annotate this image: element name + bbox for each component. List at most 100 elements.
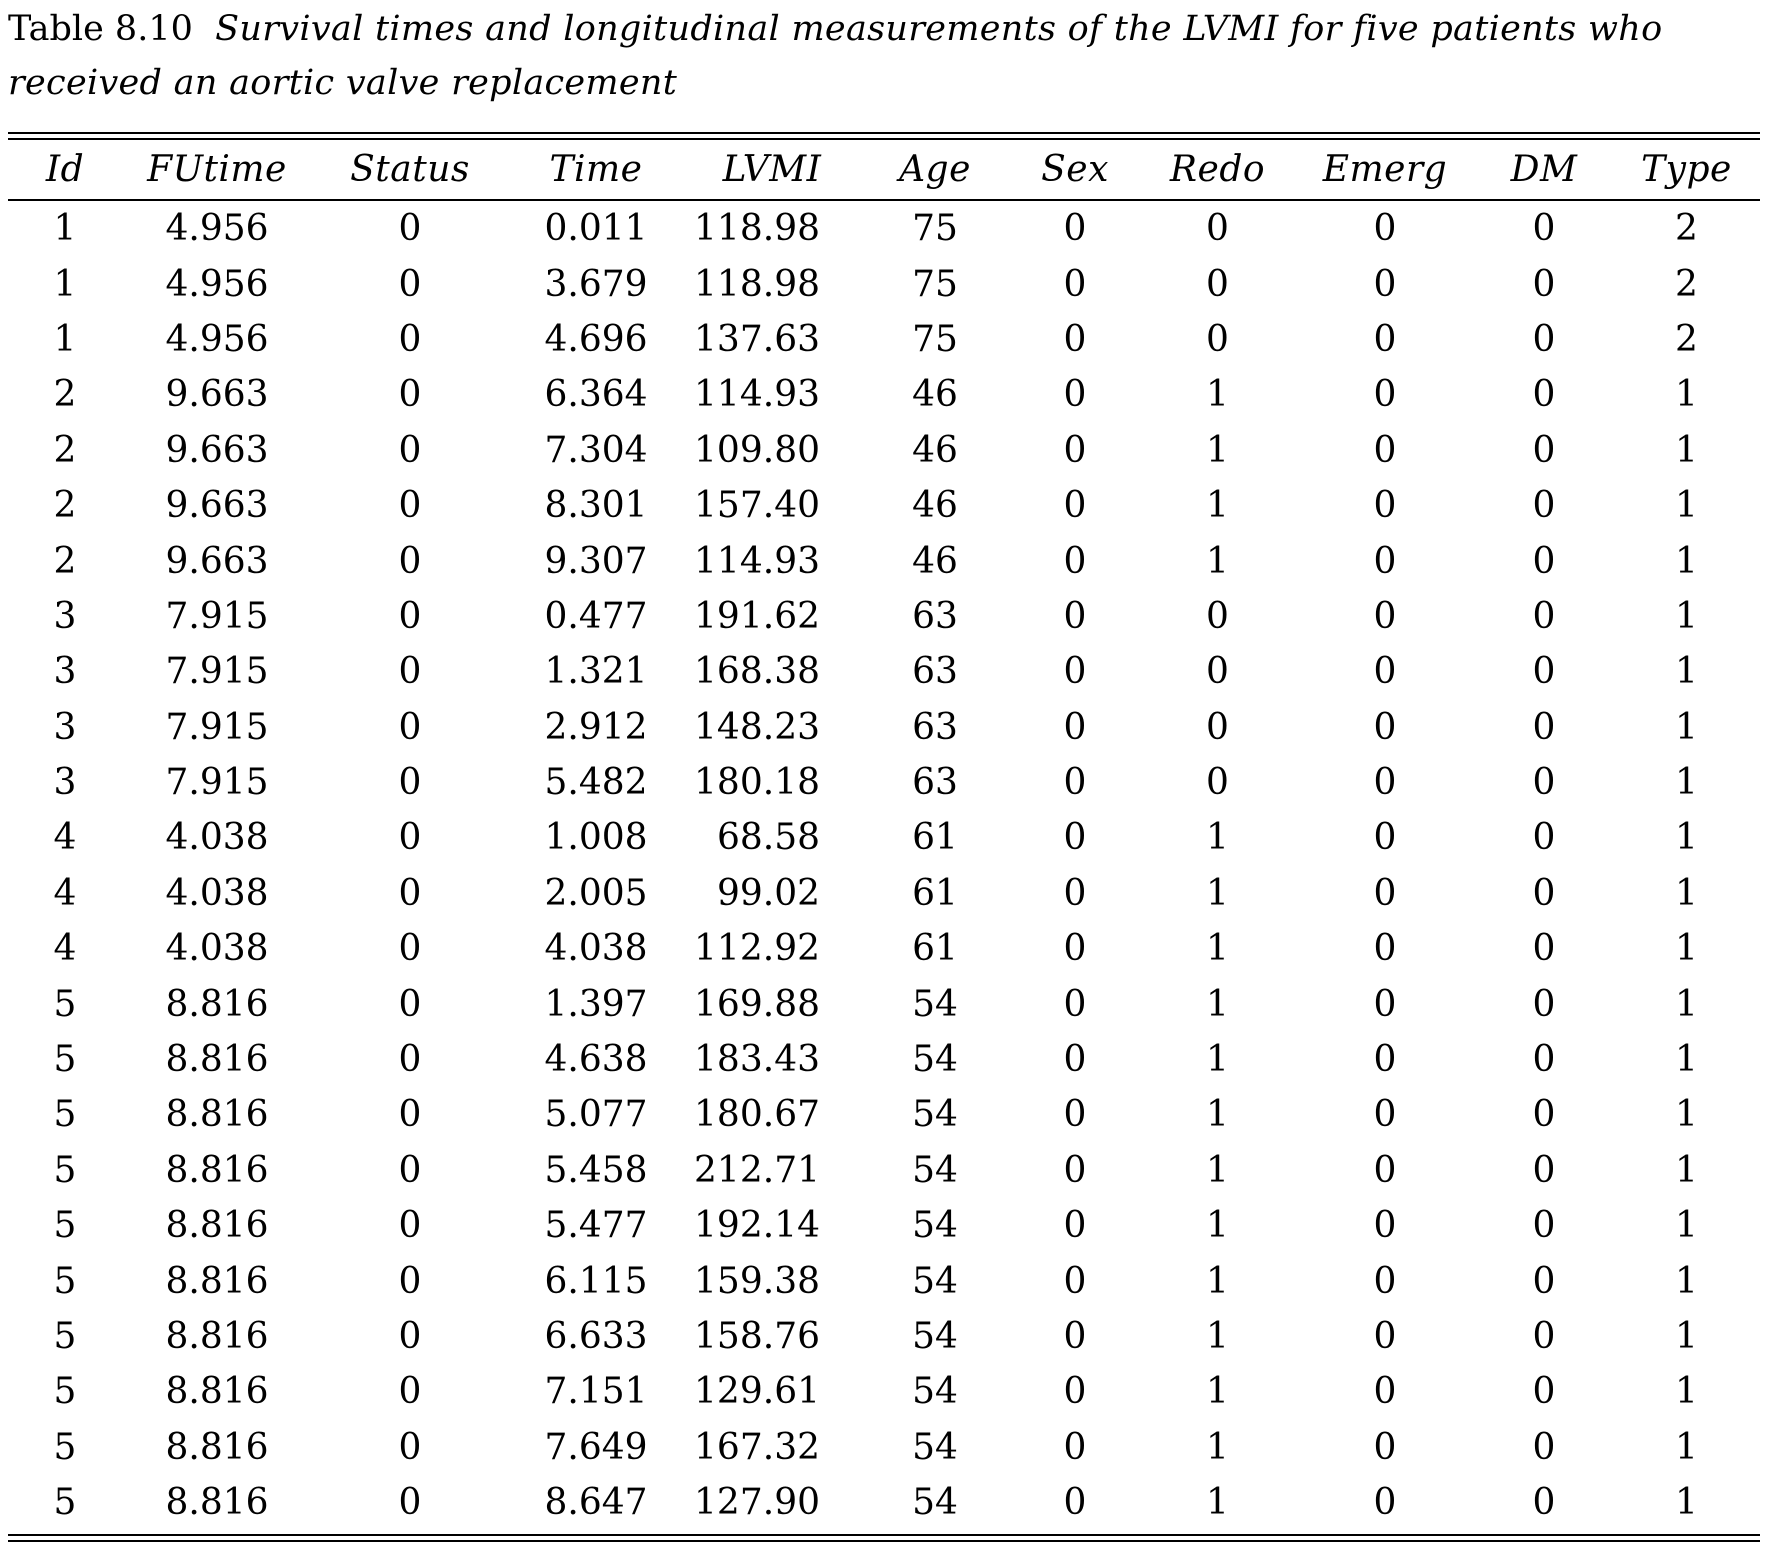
cell-futime: 7.915 (165, 706, 269, 748)
cell-redo: 0 (1206, 762, 1229, 804)
table-row: 3 7.915 0 5.482 180.18 63 0 0 0 0 1 (8, 755, 1760, 810)
cell-futime: 9.663 (165, 374, 269, 416)
cell-dm: 0 (1532, 817, 1556, 859)
cell-redo: 0 (1206, 318, 1229, 360)
table-row: 2 9.663 0 6.364 114.93 46 0 1 0 0 1 (8, 367, 1760, 422)
cell-id: 5 (53, 1094, 77, 1136)
table-row: 5 8.816 0 5.477 192.14 54 0 1 0 0 1 (8, 1198, 1760, 1253)
cell-type: 1 (1675, 374, 1698, 416)
cell-redo: 1 (1206, 1205, 1229, 1247)
cell-age: 54 (912, 1371, 958, 1413)
cell-type: 1 (1675, 1039, 1698, 1081)
cell-type: 1 (1675, 429, 1698, 471)
cell-id: 5 (53, 1371, 77, 1413)
column-header-id: Id (45, 149, 85, 190)
cell-dm: 0 (1532, 318, 1556, 360)
cell-lvmi: 118.98 (694, 208, 820, 250)
cell-futime: 8.816 (165, 1371, 269, 1413)
cell-emerg: 0 (1373, 1205, 1397, 1247)
cell-dm: 0 (1532, 1094, 1556, 1136)
cell-status: 0 (398, 983, 422, 1025)
cell-id: 5 (53, 983, 77, 1025)
cell-redo: 0 (1206, 651, 1229, 693)
cell-age: 46 (912, 540, 958, 582)
cell-type: 1 (1675, 1205, 1698, 1247)
cell-lvmi: 158.76 (694, 1316, 820, 1357)
cell-id: 1 (53, 318, 77, 360)
cell-type: 1 (1675, 595, 1698, 637)
cell-emerg: 0 (1373, 208, 1397, 250)
cell-emerg: 0 (1373, 485, 1397, 527)
cell-time: 6.115 (544, 1260, 648, 1302)
cell-redo: 1 (1206, 485, 1229, 527)
cell-id: 1 (53, 263, 77, 305)
cell-lvmi: 148.23 (694, 706, 820, 748)
column-header-type: Type (1641, 149, 1732, 190)
cell-status: 0 (398, 1371, 422, 1413)
cell-redo: 0 (1206, 263, 1229, 305)
table-row: 4 4.038 0 4.038 112.92 61 0 1 0 0 1 (8, 921, 1760, 976)
cell-redo: 1 (1206, 1426, 1229, 1468)
cell-futime: 4.038 (165, 817, 269, 859)
cell-type: 1 (1675, 1371, 1698, 1413)
cell-emerg: 0 (1373, 429, 1397, 471)
cell-id: 5 (53, 1316, 77, 1357)
cell-futime: 9.663 (165, 540, 269, 582)
cell-id: 5 (53, 1149, 77, 1191)
table-row: 5 8.816 0 7.649 167.32 54 0 1 0 0 1 (8, 1420, 1760, 1475)
column-header-futime: FUtime (147, 149, 287, 190)
cell-redo: 1 (1206, 1039, 1229, 1081)
cell-type: 1 (1675, 1094, 1698, 1136)
cell-lvmi: 180.18 (694, 762, 820, 804)
cell-futime: 8.816 (165, 1039, 269, 1081)
cell-time: 1.008 (544, 817, 648, 859)
column-header-redo: Redo (1169, 149, 1266, 190)
cell-status: 0 (398, 1039, 422, 1081)
table-row: 1 4.956 0 3.679 118.98 75 0 0 0 0 2 (8, 256, 1760, 311)
cell-time: 6.633 (544, 1316, 648, 1357)
cell-type: 1 (1675, 485, 1698, 527)
cell-futime: 9.663 (165, 429, 269, 471)
cell-futime: 9.663 (165, 485, 269, 527)
cell-age: 61 (912, 872, 958, 914)
cell-redo: 1 (1206, 983, 1229, 1025)
table-row: 3 7.915 0 1.321 168.38 63 0 0 0 0 1 (8, 644, 1760, 699)
cell-redo: 1 (1206, 1260, 1229, 1302)
cell-status: 0 (398, 1426, 422, 1468)
table-row: 5 8.816 0 7.151 129.61 54 0 1 0 0 1 (8, 1364, 1760, 1419)
cell-sex: 0 (1063, 540, 1087, 582)
cell-futime: 7.915 (165, 595, 269, 637)
cell-status: 0 (398, 817, 422, 859)
cell-age: 54 (912, 1426, 958, 1468)
cell-sex: 0 (1063, 1039, 1087, 1081)
cell-time: 4.696 (544, 318, 648, 360)
cell-sex: 0 (1063, 872, 1087, 914)
cell-futime: 8.816 (165, 1426, 269, 1468)
cell-sex: 0 (1063, 1482, 1087, 1524)
cell-time: 9.307 (544, 540, 648, 582)
cell-time: 4.638 (544, 1039, 648, 1081)
column-header-emerg: Emerg (1322, 149, 1448, 190)
cell-dm: 0 (1532, 595, 1556, 637)
cell-emerg: 0 (1373, 928, 1397, 970)
cell-id: 2 (53, 374, 77, 416)
cell-futime: 4.038 (165, 928, 269, 970)
cell-emerg: 0 (1373, 263, 1397, 305)
cell-age: 54 (912, 1039, 958, 1081)
cell-type: 1 (1675, 706, 1698, 748)
cell-lvmi: 180.67 (694, 1094, 820, 1136)
cell-type: 1 (1675, 1426, 1698, 1468)
cell-emerg: 0 (1373, 651, 1397, 693)
cell-emerg: 0 (1373, 374, 1397, 416)
cell-redo: 1 (1206, 1316, 1229, 1357)
column-header-dm: DM (1510, 149, 1578, 190)
cell-lvmi: 168.38 (694, 651, 820, 693)
table-row: 1 4.956 0 4.696 137.63 75 0 0 0 0 2 (8, 312, 1760, 367)
cell-time: 6.364 (544, 374, 648, 416)
cell-emerg: 0 (1373, 540, 1397, 582)
cell-dm: 0 (1532, 540, 1556, 582)
cell-dm: 0 (1532, 762, 1556, 804)
table-row: 4 4.038 0 1.008 68.58 61 0 1 0 0 1 (8, 810, 1760, 865)
cell-sex: 0 (1063, 1371, 1087, 1413)
cell-emerg: 0 (1373, 1039, 1397, 1081)
